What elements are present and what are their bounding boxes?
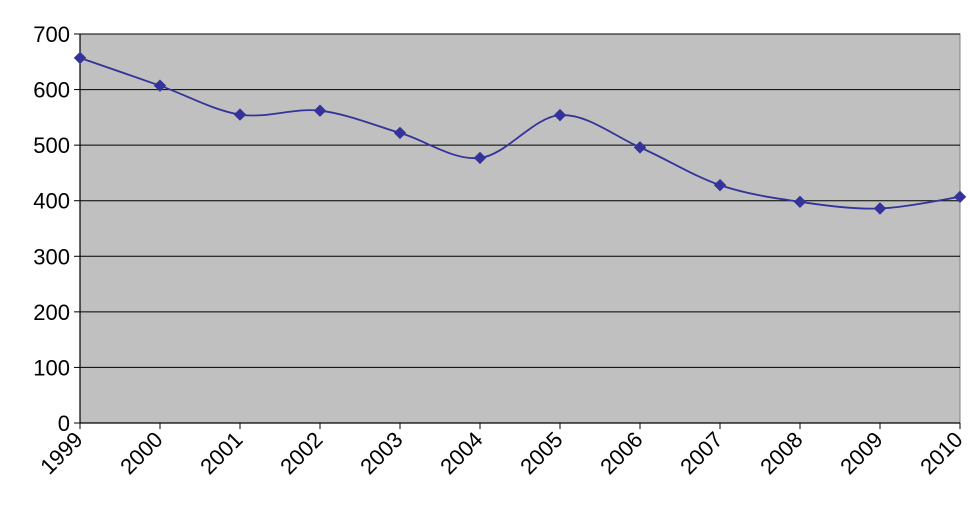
y-tick-label: 400 [33, 189, 70, 214]
y-tick-label: 0 [58, 411, 70, 436]
x-tick-label: 2005 [515, 427, 567, 479]
plot-area [79, 33, 961, 424]
data-point-1999 [73, 51, 87, 65]
x-tick-label: 2010 [915, 427, 967, 479]
y-tick-label: 500 [33, 133, 70, 158]
y-tick-label: 200 [33, 300, 70, 325]
x-axis-tick-labels: 1999 2000 2001 2002 2003 2004 2005 2006 2007 2008… [35, 427, 967, 479]
data-point-2005 [553, 108, 567, 122]
data-point-2004 [473, 151, 487, 165]
x-tick-label: 2000 [115, 427, 167, 479]
y-tick-label: 300 [33, 244, 70, 269]
x-tick-label: 2006 [595, 427, 647, 479]
gridlines [80, 33, 960, 368]
x-tick-label: 2007 [675, 427, 727, 479]
x-tick-label: 2004 [435, 427, 487, 479]
data-point-2000 [153, 79, 167, 92]
x-tick-label: 2003 [355, 427, 407, 479]
y-tick-label: 700 [33, 22, 70, 47]
x-tick-label: 2001 [195, 427, 247, 479]
y-axis-tick-labels: 0 100 200 300 400 500 600 700 [33, 22, 70, 436]
data-point-2008 [793, 195, 807, 209]
x-tick-label: 2009 [835, 427, 887, 479]
y-tick-label: 100 [33, 355, 70, 380]
data-point-2007 [713, 178, 727, 192]
x-tick-label: 2008 [755, 427, 807, 479]
data-point-2003 [393, 126, 407, 140]
y-tick-label: 600 [33, 78, 70, 103]
data-point-2001 [233, 108, 247, 121]
axes [74, 33, 961, 429]
x-tick-label: 2002 [275, 427, 327, 479]
series-layer [73, 51, 967, 215]
data-point-2002 [313, 104, 327, 117]
x-tick-label: 1999 [35, 427, 87, 479]
data-point-2009 [873, 202, 887, 215]
data-point-2006 [633, 141, 647, 154]
data-point-2010 [953, 190, 967, 204]
